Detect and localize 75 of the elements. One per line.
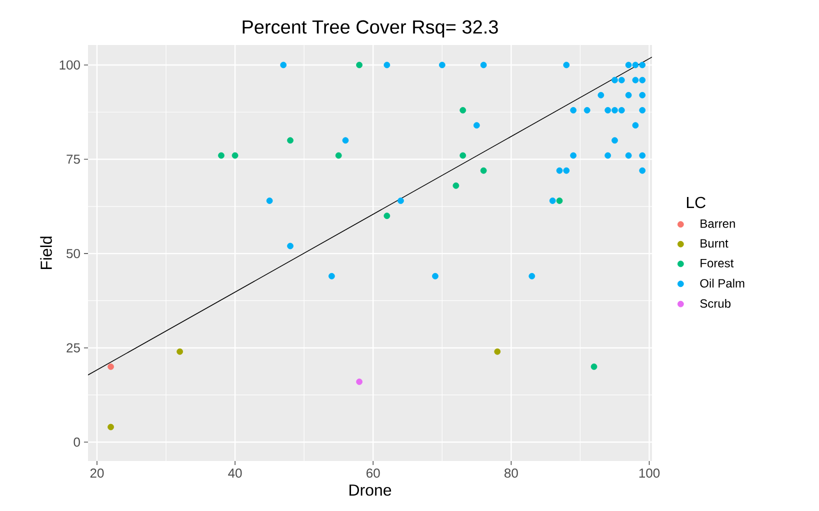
point (335, 152, 342, 159)
point (598, 92, 604, 98)
point (218, 152, 224, 159)
x-axis-title: Drone (350, 484, 392, 496)
point (639, 76, 646, 84)
y-tick-label: 100 (60, 60, 80, 70)
point (570, 152, 577, 159)
point (280, 62, 287, 68)
legend-label: Forest (700, 259, 734, 268)
point (342, 137, 349, 144)
chart-title: Percent Tree Cover Rsq= 32.3 (242, 20, 498, 38)
point (232, 152, 238, 159)
y-tick-label: 75 (66, 154, 80, 164)
legend-label: Burnt (700, 239, 728, 248)
point (460, 152, 466, 159)
point (328, 272, 335, 280)
point (287, 242, 294, 250)
legend-label: Barren (700, 220, 735, 228)
y-axis-title: Field (40, 236, 52, 270)
point (556, 198, 563, 204)
point (287, 137, 294, 144)
point (176, 348, 184, 355)
point (632, 122, 639, 129)
point (528, 272, 536, 280)
point (632, 62, 639, 68)
point (549, 198, 556, 204)
x-tick-label: 100 (639, 468, 660, 478)
point (556, 167, 563, 174)
point (584, 107, 590, 114)
y-tick-label: 25 (66, 343, 80, 352)
point (618, 76, 625, 84)
legend-label: Oil Palm (700, 278, 744, 288)
point (563, 167, 570, 174)
point (625, 92, 632, 98)
point (452, 182, 460, 189)
point (612, 76, 618, 84)
point (625, 62, 632, 68)
point (266, 198, 273, 204)
point (639, 92, 646, 98)
point (108, 424, 114, 430)
point (639, 107, 646, 114)
point (460, 107, 466, 114)
point (356, 62, 363, 68)
point (625, 152, 632, 159)
point (480, 167, 487, 174)
y-tick-label: 50 (66, 248, 80, 258)
point (438, 62, 446, 68)
point (356, 378, 363, 385)
point (570, 107, 577, 114)
point (639, 152, 646, 159)
point (604, 152, 612, 159)
point (618, 107, 625, 114)
point (563, 62, 570, 68)
legend-label: Scrub (700, 298, 730, 308)
x-tick-label: 60 (366, 468, 380, 478)
point (590, 364, 598, 370)
point (632, 76, 639, 84)
point (384, 62, 390, 68)
point (432, 272, 438, 280)
point (398, 198, 404, 204)
point (384, 212, 390, 220)
point (604, 107, 612, 114)
point (612, 137, 618, 144)
x-tick-label: 80 (504, 468, 518, 478)
point (494, 348, 501, 355)
point (108, 364, 114, 370)
point (639, 167, 646, 174)
y-tick-label: 0 (74, 438, 80, 447)
legend-title: LC (686, 196, 706, 208)
x-tick-label: 40 (228, 468, 242, 478)
point (612, 107, 618, 114)
point (473, 122, 480, 129)
point (639, 62, 646, 68)
point (480, 62, 487, 68)
x-tick-label: 20 (90, 468, 104, 478)
